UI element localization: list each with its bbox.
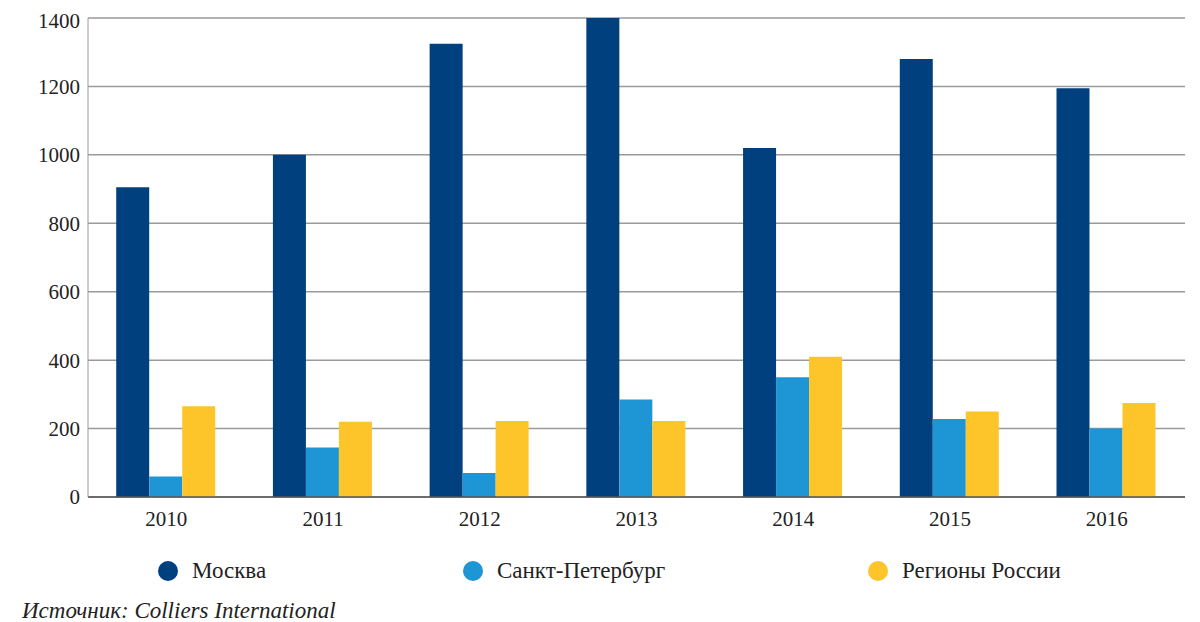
svg-text:600: 600: [49, 280, 81, 304]
svg-text:1400: 1400: [38, 9, 80, 33]
svg-text:2010: 2010: [145, 507, 187, 531]
svg-text:2013: 2013: [616, 507, 658, 531]
html-text:Москва: Москва: [192, 558, 267, 583]
html-text:Регионы России: Регионы России: [902, 558, 1061, 583]
svg-text:800: 800: [49, 212, 81, 236]
html-text:Источник: Colliers Internation: Источник: Colliers International: [22, 598, 336, 622]
svg-text:2016: 2016: [1086, 507, 1128, 531]
svg-text:2012: 2012: [459, 507, 501, 531]
svg-text:1200: 1200: [38, 75, 80, 99]
svg-text:1000: 1000: [38, 143, 80, 167]
svg-text:2014: 2014: [772, 507, 815, 531]
svg-text:400: 400: [49, 349, 81, 373]
svg-text:2015: 2015: [929, 507, 971, 531]
svg-text:2011: 2011: [302, 507, 343, 531]
svg-text:200: 200: [49, 417, 81, 441]
svg-text:0: 0: [70, 485, 81, 509]
html-text:Санкт-Петербург: Санкт-Петербург: [497, 558, 666, 583]
